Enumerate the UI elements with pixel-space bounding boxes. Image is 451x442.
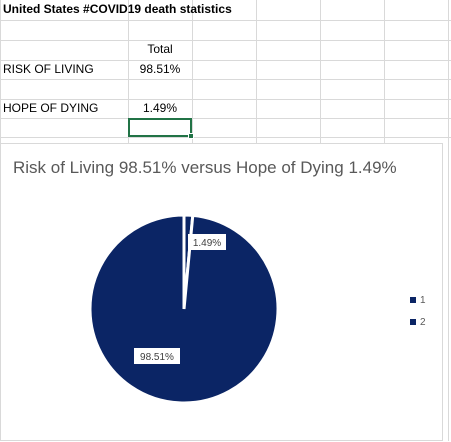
hope-of-dying-value[interactable]: 1.49%: [142, 101, 178, 115]
fill-handle[interactable]: [188, 133, 194, 139]
sheet-title[interactable]: United States #COVID19 death statistics: [3, 2, 232, 16]
gridline: [0, 99, 451, 100]
legend-swatch: [410, 319, 416, 325]
gridline: [0, 40, 451, 41]
gridline: [0, 118, 451, 119]
selected-cell[interactable]: [128, 118, 192, 137]
data-label-1[interactable]: 1.49%: [188, 234, 226, 250]
data-label-text-2: 98.51%: [140, 352, 174, 363]
legend-item[interactable]: 2: [410, 311, 440, 333]
data-label-box-1: [188, 234, 226, 250]
gridline: [448, 0, 449, 441]
legend-swatch: [410, 297, 416, 303]
legend-item[interactable]: 1: [410, 289, 440, 311]
risk-of-living-value[interactable]: 98.51%: [139, 62, 181, 76]
data-label-box-2: [134, 348, 180, 364]
risk-of-living-label[interactable]: RISK OF LIVING: [3, 62, 94, 76]
legend[interactable]: 1 2: [410, 289, 440, 333]
data-label-2[interactable]: 98.51%: [134, 348, 180, 364]
chart-title[interactable]: Risk of Living 98.51% versus Hope of Dyi…: [13, 158, 397, 177]
legend-label: 2: [420, 316, 426, 328]
legend-label: 1: [420, 294, 426, 306]
gridline: [0, 60, 451, 61]
pie-chart[interactable]: Risk of Living 98.51% versus Hope of Dyi…: [0, 143, 443, 441]
pie-chart-svg: 1.49% 98.51%: [88, 213, 280, 405]
gridline: [0, 79, 451, 80]
gridline: [0, 20, 451, 21]
total-column-header[interactable]: Total: [147, 42, 173, 56]
pie-slice-2[interactable]: [88, 213, 280, 405]
data-label-text-1: 1.49%: [193, 238, 221, 249]
gridline: [0, 137, 451, 138]
hope-of-dying-label[interactable]: HOPE OF DYING: [3, 101, 99, 115]
